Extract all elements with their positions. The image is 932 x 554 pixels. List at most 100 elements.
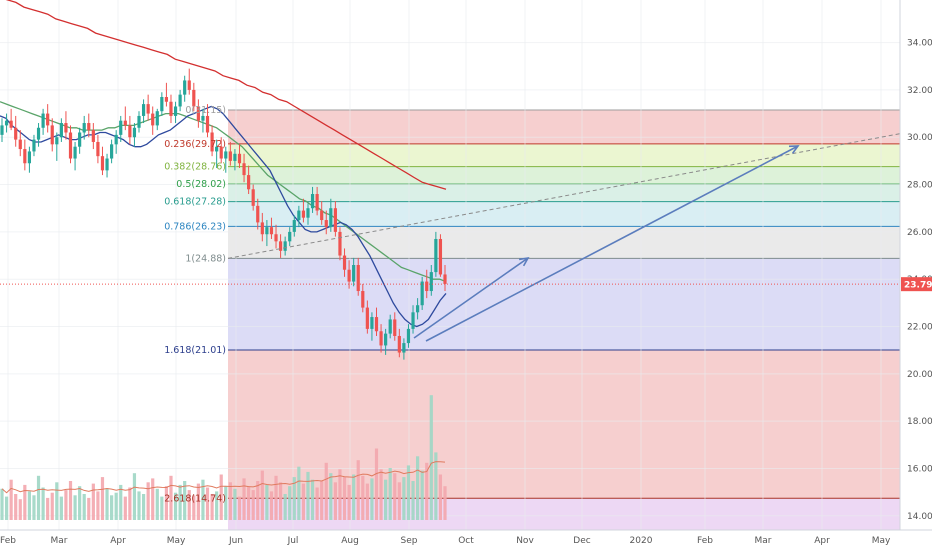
candle-body [73,146,77,159]
candle-body [329,208,333,228]
candle-body [310,194,315,209]
candle-body [119,120,123,135]
candle-body [384,333,388,346]
volume-bar [370,478,374,520]
candle-body [64,123,68,133]
volume-bar [110,495,114,520]
candle-body [342,255,347,270]
candle-body [269,227,274,235]
x-tick-label: Nov [516,536,534,546]
volume-bar [265,484,269,520]
candle-body [420,281,424,306]
candle-body [164,97,169,102]
candle-body [274,234,278,242]
candle-body [50,125,54,145]
y-tick-label: 34.00 [907,39,932,49]
volume-bar [4,496,9,520]
volume-bar [178,484,182,520]
volume-bar [242,478,246,520]
candle-body [324,220,328,228]
candle-body [169,101,173,116]
x-tick-label: Jun [228,536,243,546]
volume-bar [87,497,91,520]
candle-body [338,231,342,256]
candle-body [32,139,36,152]
candle-body [82,123,86,133]
volume-bar [82,494,86,520]
y-tick-label: 30.00 [907,133,932,143]
candle-body [55,137,59,145]
volume-bar [224,486,228,520]
volume-bar [301,483,306,520]
volume-bar [288,486,292,520]
volume-bar [310,479,315,520]
volume-bar [315,487,319,520]
candle-body [205,115,210,133]
candle-body [265,227,269,235]
volume-bar [425,462,429,520]
candle-body [9,120,13,128]
fib-zone [228,110,900,144]
candle-body [306,208,310,218]
candle-body [443,274,447,284]
candle-body [173,106,178,116]
x-tick-label: Mar [51,536,68,546]
volume-bar [41,487,45,520]
volume-bar [201,479,205,520]
volume-bar [173,492,178,520]
candle-body [201,115,205,121]
volume-bar [36,475,41,520]
volume-bar [260,470,264,520]
candle-body [68,132,73,159]
volume-bar [411,481,415,520]
fib-level-label: 0.786(26.23) [164,221,226,232]
candle-body [105,158,109,171]
volume-bar [306,471,310,520]
candle-body [256,205,260,223]
candle-body [365,307,369,329]
last-price-label: 23.79 [904,281,932,291]
fib-level-label: 0(31.15) [185,105,226,116]
volume-bar [342,477,347,520]
arrow-shaft [413,257,529,339]
volume-bar [406,465,411,520]
volume-bar [374,448,379,520]
fib-labels: 0(31.15) 0.236(29.72) 0.382(28.76) 0.5(28.0… [164,105,226,504]
volume-bar [292,477,296,520]
volume-bar [0,488,4,520]
candle-body [192,89,196,107]
volume-bar [183,481,187,520]
volume-bar [324,462,328,520]
x-tick-label: 2020 [630,536,653,546]
volume-bar [333,482,337,520]
x-tick-label: Aug [341,536,359,546]
volume-bar [415,456,420,520]
fib-zone [228,349,900,499]
candle-body [379,331,383,346]
volume-bar [297,466,301,520]
volume-bar [100,477,105,520]
fibonacci-retracement [228,109,900,530]
volume-bar [434,452,438,520]
volume-bar [388,468,392,520]
volume-bar [219,474,223,520]
volume-bar [402,477,406,520]
volume-bar [379,469,383,520]
candle-body [393,319,397,336]
volume-bar [393,473,397,520]
candle-body [388,319,392,334]
fib-zone [228,184,900,202]
candle-body [374,317,379,332]
x-tick-label: Dec [573,536,590,546]
candle-body [361,291,365,308]
x-tick-label: May [872,536,891,546]
volume-bar [429,395,433,520]
volume-bar [215,491,219,520]
volume-bar [46,497,50,520]
volume-bar [438,474,443,520]
candle-body [0,125,4,135]
volume-bar [27,491,32,520]
candle-body [100,156,105,171]
volume-bar [146,482,150,520]
fib-level-label: 0.5(28.02) [176,179,226,190]
